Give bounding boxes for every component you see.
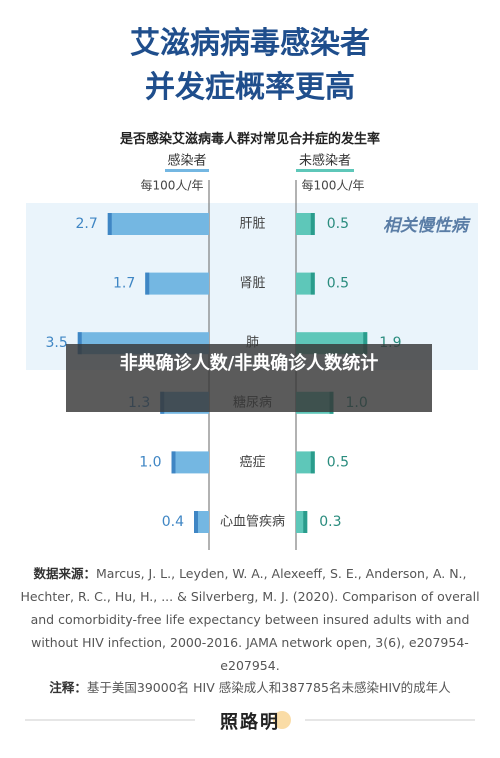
- value-label: 1.0: [139, 454, 161, 470]
- bar-cap: [77, 332, 82, 355]
- unit-label: 每100人/年: [141, 178, 204, 193]
- source-text: Marcus, J. L., Leyden, W. A., Alexeeff, …: [20, 566, 480, 673]
- legend-underline: [296, 169, 354, 172]
- note-text: 基于美国39000名 HIV 感染成人和387785名未感染HIV的成年人: [86, 680, 451, 695]
- value-label: 0.3: [319, 514, 341, 530]
- bar: [107, 213, 209, 235]
- source-label: 数据来源：: [33, 566, 96, 581]
- bar: [145, 272, 209, 295]
- bar: [296, 213, 315, 235]
- note: 注释：基于美国39000名 HIV 感染成人和387785名未感染HIV的成年人: [0, 677, 500, 696]
- bar-cap: [145, 272, 150, 295]
- value-label: 0.5: [327, 454, 349, 470]
- bar-cap: [171, 451, 176, 474]
- category-label: 肾脏: [239, 276, 265, 291]
- category-label: 癌症: [239, 454, 265, 470]
- bar: [296, 451, 315, 474]
- bar-cap: [310, 451, 315, 474]
- title-line: 并发症概率更高: [145, 70, 355, 105]
- bar-cap: [194, 511, 198, 533]
- note-label: 注释：: [49, 680, 87, 695]
- legend-label: 未感染者: [299, 153, 351, 169]
- bar-cap: [310, 272, 315, 295]
- value-label: 0.5: [327, 216, 349, 232]
- annotation: 相关慢性病: [383, 216, 471, 236]
- title: 艾滋病病毒感染者 并发症概率更高: [0, 22, 500, 110]
- value-label: 3.5: [45, 335, 67, 351]
- subtitle: 是否感染艾滋病毒人群对常见合并症的发生率: [119, 132, 380, 147]
- value-label: 1.7: [113, 276, 135, 292]
- title-line: 艾滋病病毒感染者: [130, 26, 370, 61]
- source: 数据来源：Marcus, J. L., Leyden, W. A., Alexe…: [20, 562, 480, 677]
- category-label: 肝脏: [239, 217, 265, 232]
- chart: 感染者 未感染者 每100人/年 每100人/年 相关慢性病 肝脏 2.7 0.5 肾…: [26, 153, 478, 550]
- logo: 照路明: [220, 712, 280, 733]
- bar-cap: [303, 511, 308, 533]
- bar: [296, 511, 308, 533]
- bar-cap: [310, 213, 315, 235]
- bar-cap: [107, 213, 112, 235]
- category-label: 心血管疾病: [220, 515, 285, 530]
- bar: [296, 272, 315, 295]
- legend-label: 感染者: [167, 153, 206, 169]
- legend-underline: [165, 169, 209, 172]
- bar: [171, 451, 209, 474]
- watermark: 非典确诊人数/非典确诊人数统计: [66, 344, 432, 412]
- value-label: 0.5: [327, 276, 349, 292]
- unit-label: 每100人/年: [302, 178, 365, 193]
- value-label: 0.4: [162, 514, 184, 530]
- value-label: 2.7: [75, 216, 97, 232]
- bar-cap: [363, 332, 368, 355]
